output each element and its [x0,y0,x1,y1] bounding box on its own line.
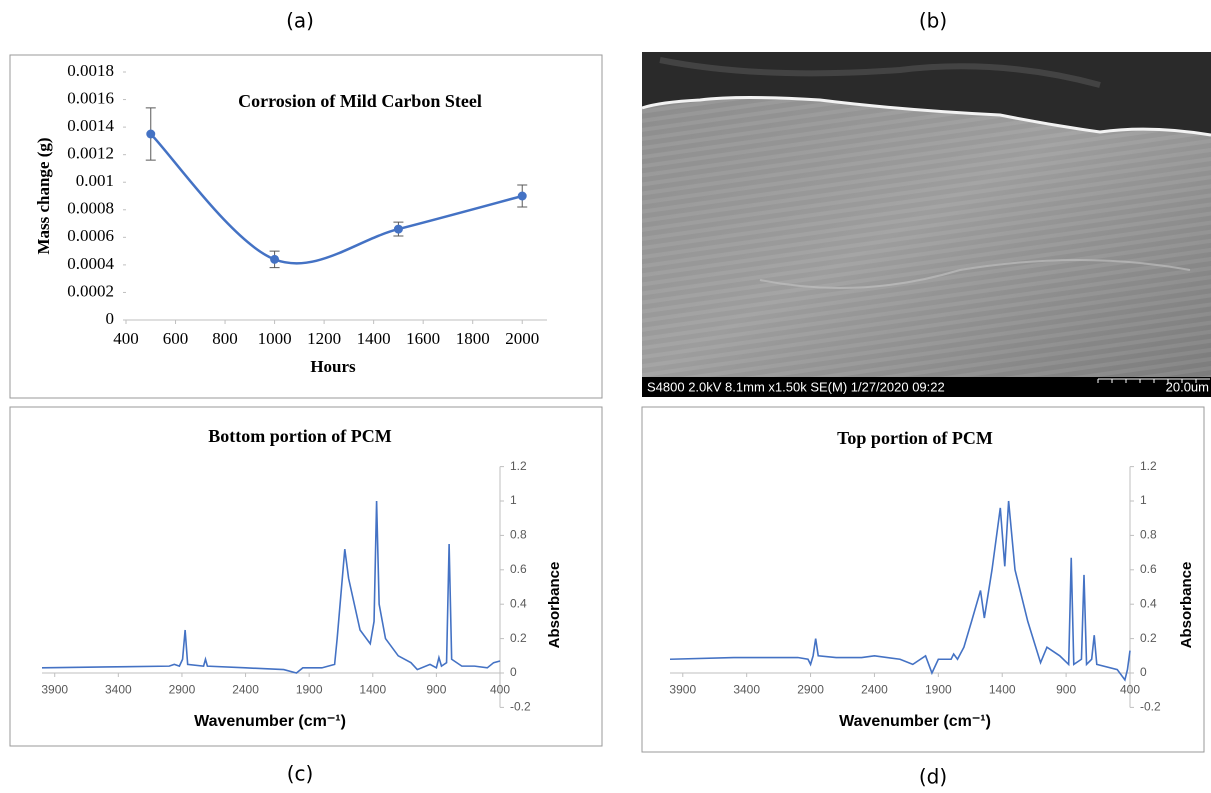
y-tick-label: 0.001 [76,171,114,190]
x-tick-label: 900 [1056,683,1076,697]
y-tick-label: 0.0002 [67,281,114,300]
panel-label: (c) [287,762,314,786]
y-tick-label: -0.2 [510,700,531,714]
y-tick-label: 1.2 [1140,459,1157,473]
x-tick-label: 2900 [169,683,196,697]
x-tick-label: 1600 [406,329,440,348]
y-tick-label: 0.4 [510,596,527,610]
x-tick-label: 2400 [232,683,259,697]
y-tick-label: -0.2 [1140,700,1161,714]
x-tick-label: 1400 [357,329,391,348]
x-tick-label: 3900 [41,683,68,697]
panel-label: (b) [919,9,947,33]
x-tick-label: 1400 [359,683,386,697]
y-axis-label: Absorbance [546,562,563,649]
y-axis-label: Absorbance [1178,562,1195,649]
x-tick-label: 2400 [861,683,888,697]
y-tick-label: 0.0004 [67,254,114,273]
panel-frame [9,54,603,399]
data-point [393,224,403,234]
x-tick-label: 400 [490,683,510,697]
y-tick-label: 0.0006 [67,226,114,245]
y-tick-label: 0.2 [1140,631,1157,645]
data-line [669,500,1131,682]
x-tick-label: 600 [163,329,189,348]
x-tick-label: 1800 [456,329,490,348]
y-tick-label: 1 [510,493,517,507]
y-tick-label: 0.0008 [67,199,114,218]
x-tick-label: 1000 [258,329,292,348]
x-tick-label: 800 [212,329,238,348]
x-tick-label: 400 [113,329,139,348]
data-point [517,191,527,201]
x-axis-label: Hours [310,357,356,376]
y-tick-label: 0.8 [1140,528,1157,542]
x-tick-label: 900 [426,683,446,697]
panel-label: (d) [919,765,947,789]
x-tick-label: 3400 [105,683,132,697]
x-tick-label: 1900 [296,683,323,697]
y-tick-label: 0.2 [510,631,527,645]
x-tick-label: 3900 [669,683,696,697]
panel-label: (a) [286,9,314,33]
y-axis-label: Mass change (g) [34,137,53,254]
panel-frame [9,406,603,747]
chart-title: Bottom portion of PCM [208,426,391,446]
data-point [270,254,280,264]
y-tick-label: 0.0018 [67,61,114,80]
y-tick-label: 0.0016 [67,88,114,107]
x-tick-label: 2900 [797,683,824,697]
data-line [41,500,501,674]
sem-image [641,52,1211,397]
chart-title: Top portion of PCM [837,428,993,448]
y-tick-label: 0.0014 [67,116,114,135]
x-tick-label: 1200 [307,329,341,348]
panel-frame [641,406,1205,753]
chart-title: Corrosion of Mild Carbon Steel [238,91,482,111]
sem-scale: 20.0um [1166,379,1209,394]
x-tick-label: 400 [1120,683,1140,697]
y-tick-label: 0 [1140,665,1147,679]
sem-info: S4800 2.0kV 8.1mm x1.50k SE(M) 1/27/2020… [647,379,945,394]
y-tick-label: 0.6 [510,562,527,576]
x-axis-label: Wavenumber (cm⁻¹) [194,713,346,730]
y-tick-label: 0.8 [510,528,527,542]
y-tick-label: 0 [106,309,115,328]
y-tick-label: 1 [1140,493,1147,507]
y-tick-label: 0.6 [1140,562,1157,576]
x-tick-label: 3400 [733,683,760,697]
data-line [149,133,523,265]
x-axis-label: Wavenumber (cm⁻¹) [839,713,991,730]
x-tick-label: 2000 [505,329,539,348]
data-point [146,129,156,139]
x-tick-label: 1400 [989,683,1016,697]
x-tick-label: 1900 [925,683,952,697]
y-tick-label: 0 [510,665,517,679]
y-tick-label: 0.0012 [67,144,114,163]
y-tick-label: 1.2 [510,459,527,473]
y-tick-label: 0.4 [1140,596,1157,610]
